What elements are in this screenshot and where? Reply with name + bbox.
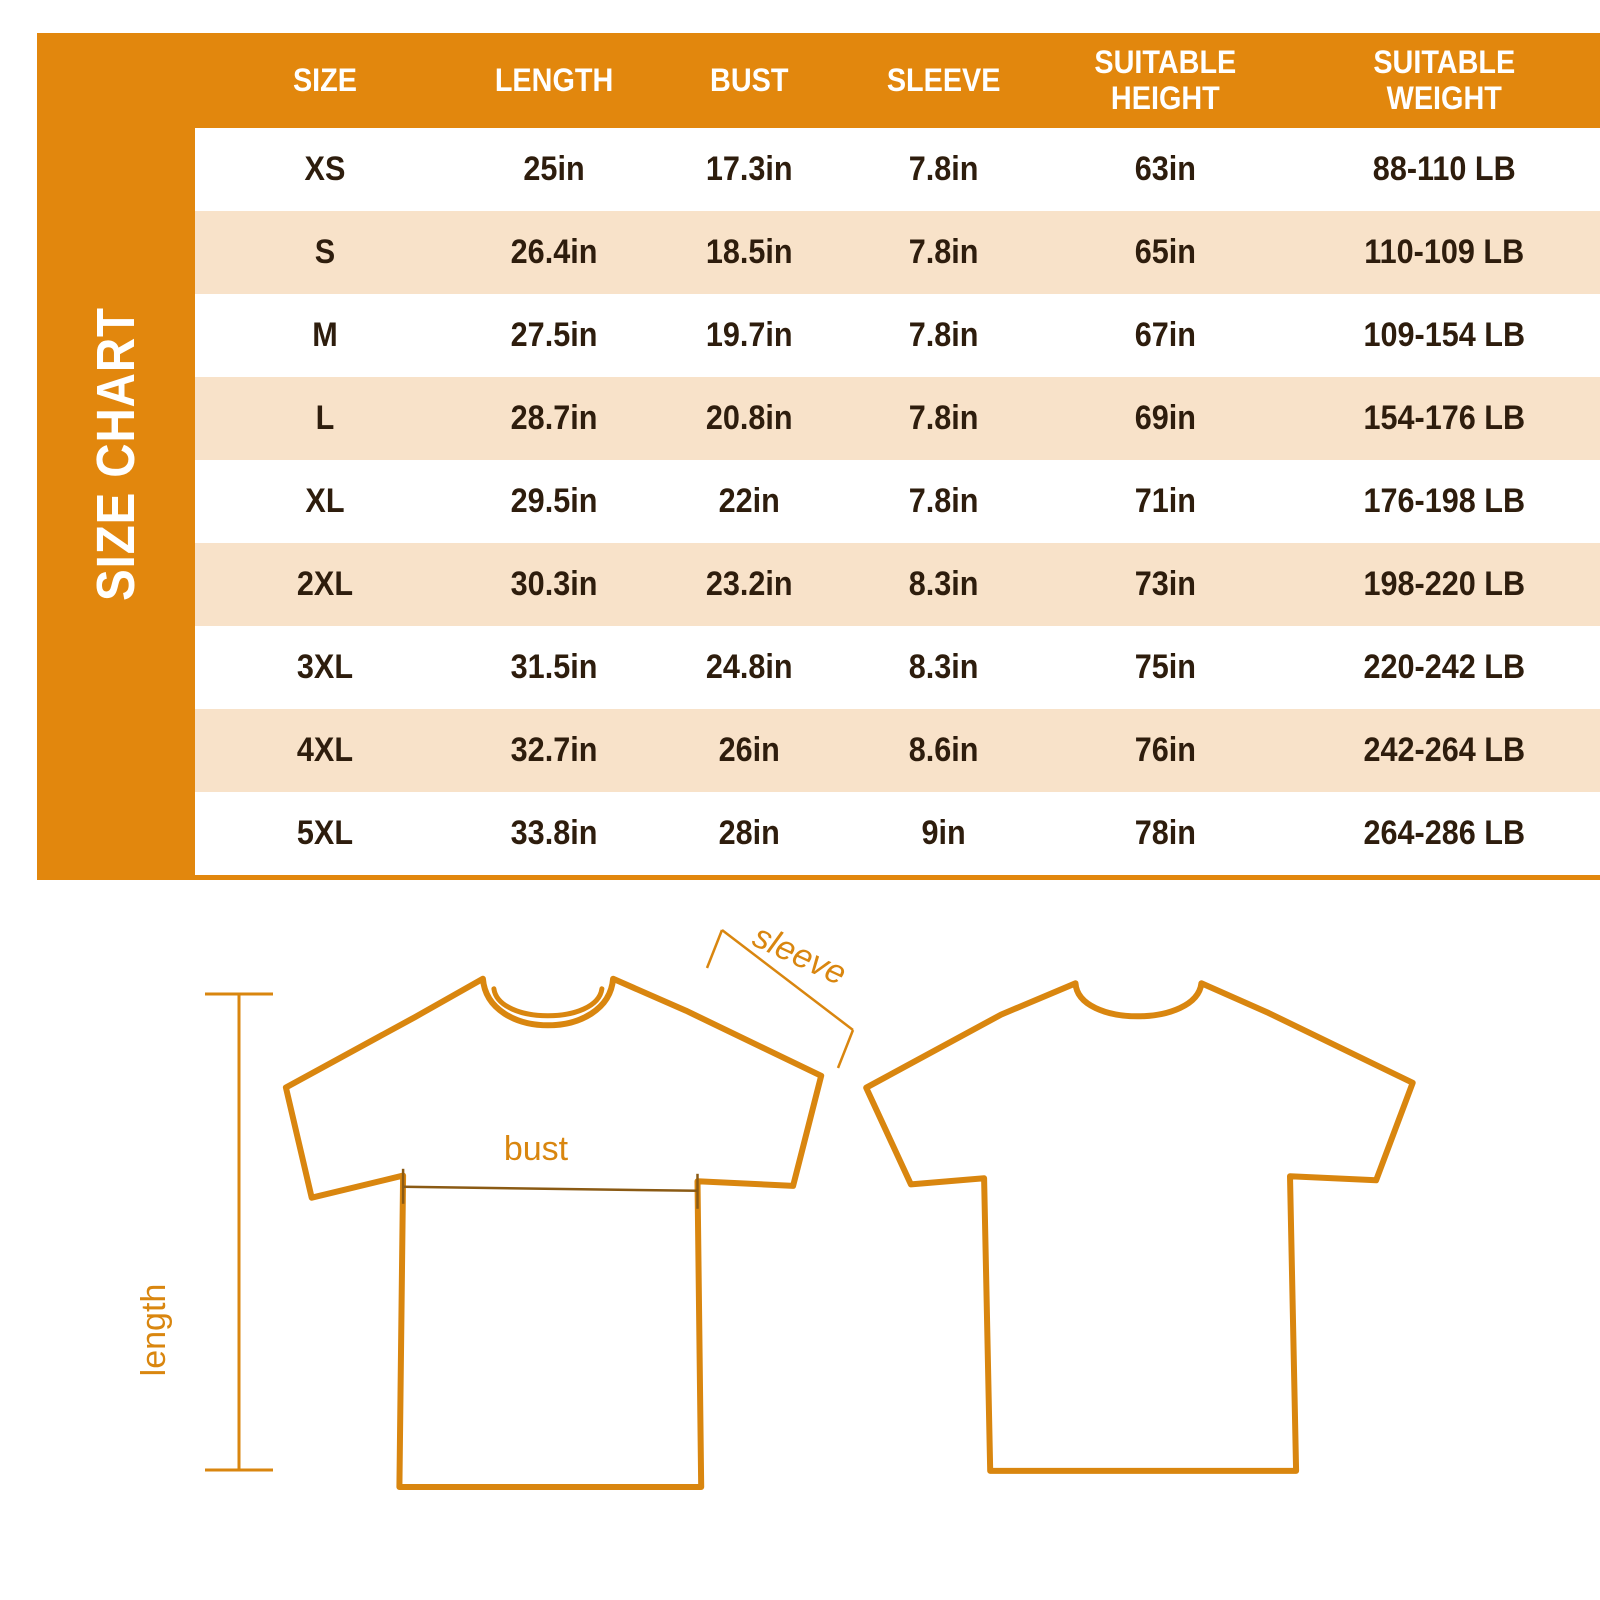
svg-text:length: length	[135, 1284, 173, 1377]
svg-text:bust: bust	[504, 1130, 569, 1168]
svg-text:sleeve: sleeve	[747, 917, 852, 993]
